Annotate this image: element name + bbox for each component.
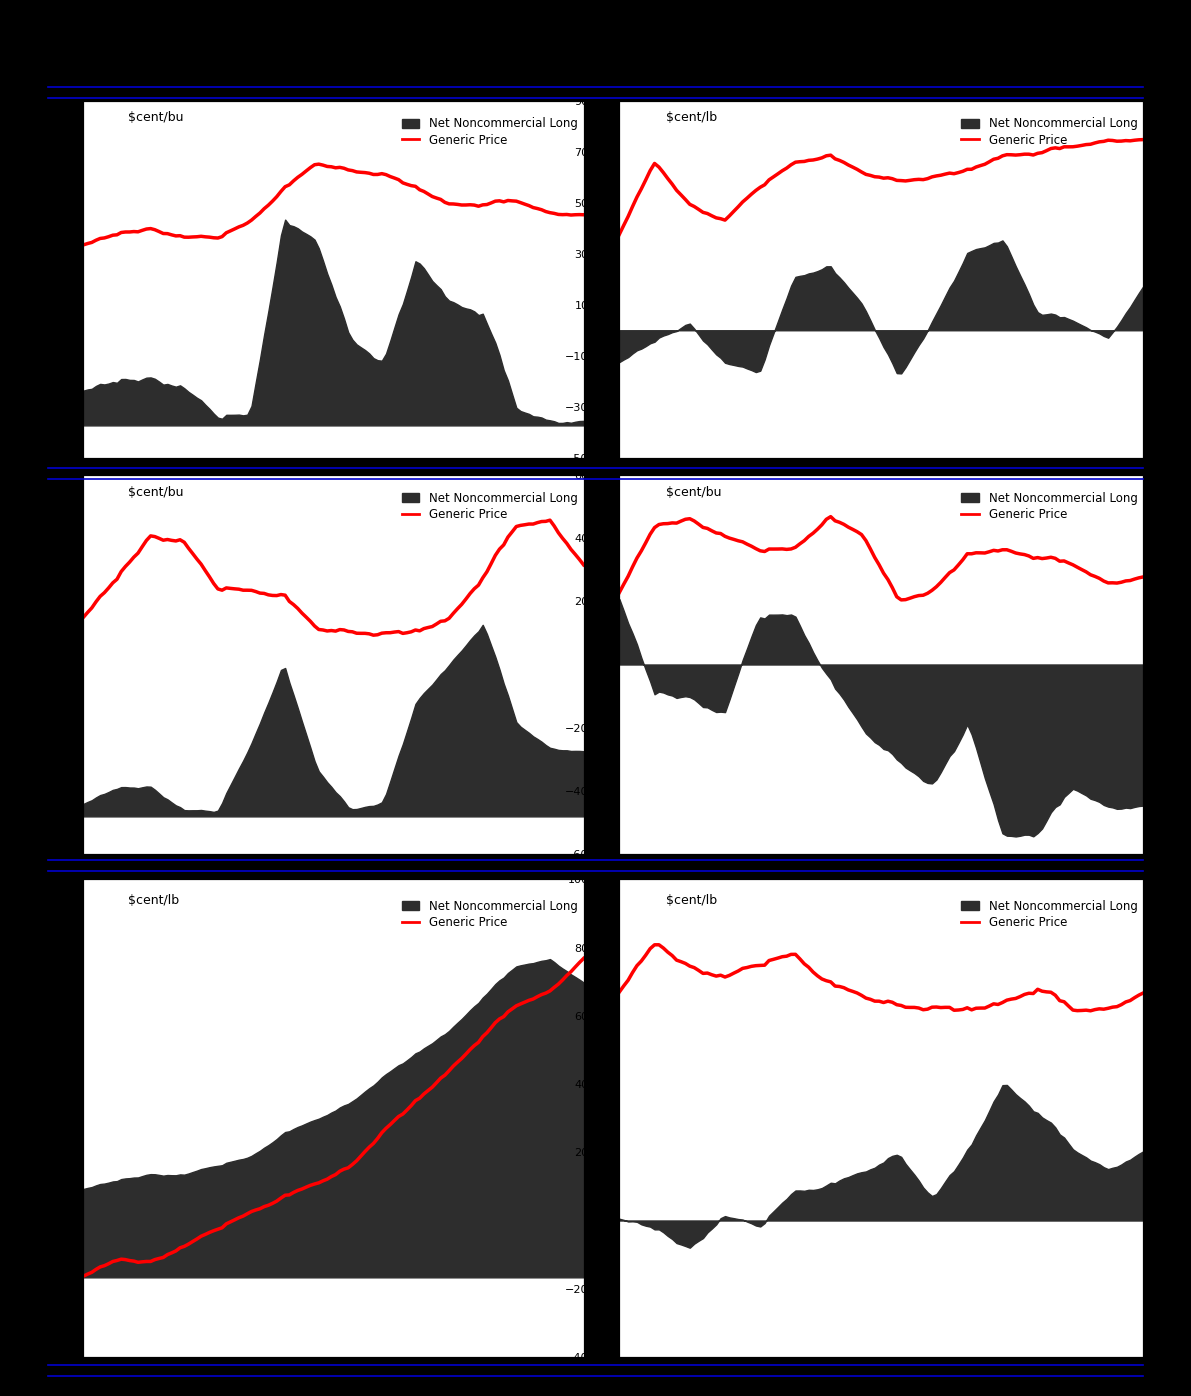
- Text: $cent/lb: $cent/lb: [667, 893, 718, 907]
- Legend: Net Noncommercial Long, Generic Price: Net Noncommercial Long, Generic Price: [401, 117, 578, 147]
- Legend: Net Noncommercial Long, Generic Price: Net Noncommercial Long, Generic Price: [401, 491, 578, 522]
- Text: $cent/bu: $cent/bu: [667, 486, 722, 498]
- Legend: Net Noncommercial Long, Generic Price: Net Noncommercial Long, Generic Price: [401, 899, 578, 930]
- Text: $cent/lb: $cent/lb: [667, 112, 718, 124]
- Text: $cent/bu: $cent/bu: [129, 112, 183, 124]
- Text: $cent/lb: $cent/lb: [129, 893, 180, 907]
- Legend: Net Noncommercial Long, Generic Price: Net Noncommercial Long, Generic Price: [961, 491, 1137, 522]
- Legend: Net Noncommercial Long, Generic Price: Net Noncommercial Long, Generic Price: [961, 117, 1137, 147]
- Text: $cent/bu: $cent/bu: [129, 486, 183, 498]
- Legend: Net Noncommercial Long, Generic Price: Net Noncommercial Long, Generic Price: [961, 899, 1137, 930]
